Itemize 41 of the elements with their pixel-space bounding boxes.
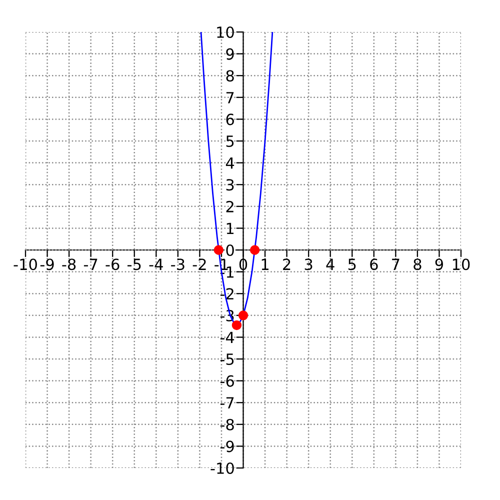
x-tick-label: 3 (304, 258, 312, 270)
x-tick-label: -3 (171, 258, 184, 270)
y-tick-label: -7 (220, 397, 234, 408)
x-tick-label: -2 (192, 258, 206, 270)
y-tick-label: 7 (226, 92, 234, 104)
x-tick-label: -4 (149, 258, 163, 270)
x-tick-label: -9 (40, 258, 54, 270)
x-tick-label: 2 (283, 258, 290, 270)
point (214, 245, 224, 255)
y-tick-label: -10 (210, 462, 234, 474)
x-tick-label: 6 (370, 258, 378, 270)
y-tick-label: 2 (226, 200, 234, 212)
y-tick-label: 4 (226, 157, 234, 169)
x-tick-label: 5 (348, 258, 356, 270)
y-tick-label: 5 (226, 136, 234, 148)
point (238, 310, 248, 320)
y-tick-label: 8 (226, 70, 234, 82)
x-tick-label: -8 (62, 258, 76, 270)
x-tick-label: -5 (128, 258, 141, 270)
y-tick-label: 0 (226, 244, 234, 256)
y-tick-label: -6 (220, 375, 234, 387)
y-tick-label: 10 (217, 26, 234, 38)
y-tick-label: -5 (220, 354, 234, 366)
x-tick-label: 10 (452, 258, 470, 270)
y-tick-label: 9 (226, 48, 234, 60)
y-tick-label: 6 (226, 114, 234, 126)
point (250, 245, 260, 255)
x-tick-label: 9 (435, 258, 444, 270)
x-tick-label: 7 (392, 258, 400, 270)
y-tick-label: -8 (220, 418, 234, 430)
point (232, 320, 242, 330)
y-tick-label: -4 (220, 332, 234, 344)
x-tick-label: 4 (326, 258, 334, 270)
x-tick-label: 1 (262, 258, 268, 270)
x-tick-label: -6 (106, 258, 120, 270)
x-tick-label: 8 (414, 258, 422, 270)
y-tick-label: -9 (220, 440, 234, 452)
x-tick-label: -10 (14, 258, 37, 270)
y-tick-label: 3 (226, 179, 234, 191)
y-tick-label: 1 (226, 222, 234, 234)
x-tick-label: -7 (84, 258, 98, 270)
